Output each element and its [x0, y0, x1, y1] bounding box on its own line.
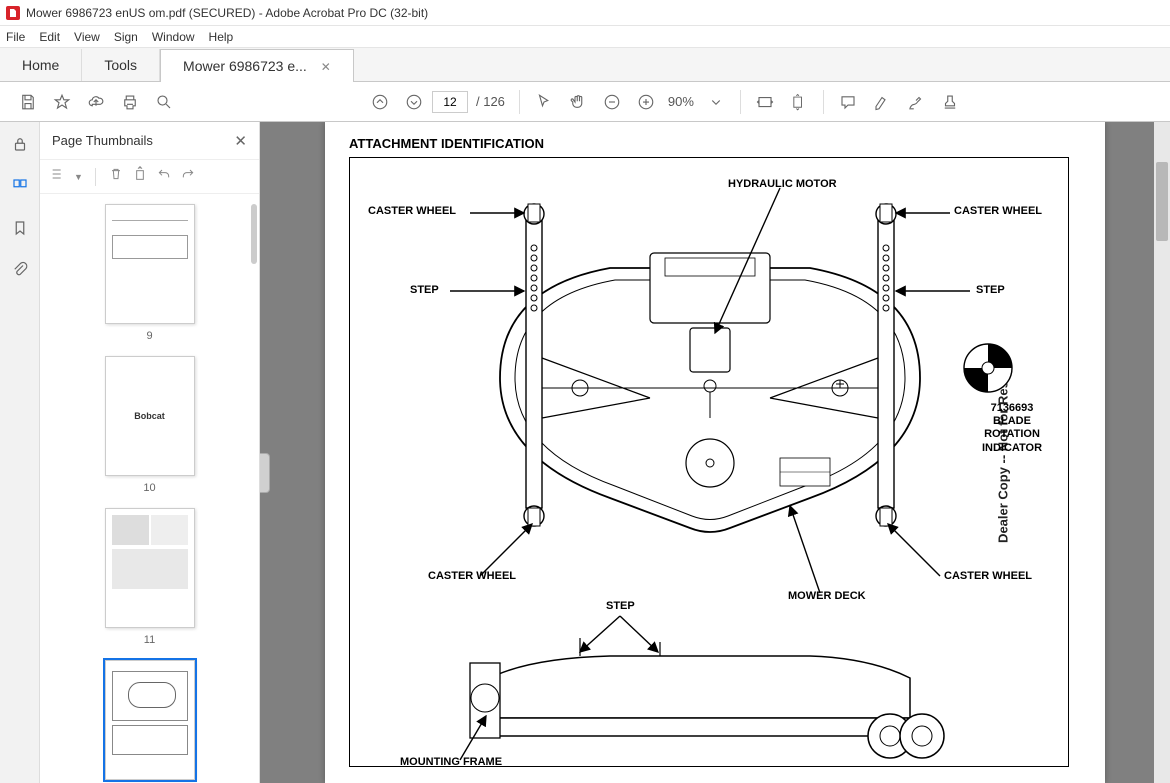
thumbnail-page-12[interactable]: 12: [40, 660, 259, 783]
label-hydraulic-motor: HYDRAULIC MOTOR: [728, 178, 837, 191]
panel-collapse-handle[interactable]: [260, 453, 270, 493]
stamp-icon[interactable]: [934, 86, 966, 118]
thumbnails-header: Page Thumbnails ✕: [40, 122, 259, 160]
page-down-icon[interactable]: [398, 86, 430, 118]
blade-indicator-line3: INDICATOR: [962, 442, 1062, 455]
label-step-right: STEP: [976, 284, 1005, 297]
toolbar-divider: [823, 90, 824, 114]
vertical-scrollbar[interactable]: [1154, 122, 1170, 783]
menu-sign[interactable]: Sign: [114, 30, 138, 44]
fit-page-icon[interactable]: [783, 86, 815, 118]
tab-home[interactable]: Home: [0, 49, 82, 81]
delete-page-icon[interactable]: [108, 166, 124, 187]
menu-view[interactable]: View: [74, 30, 100, 44]
window-title-text: Mower 6986723 enUS om.pdf (SECURED) - Ad…: [26, 6, 428, 20]
undo-icon[interactable]: [156, 166, 172, 187]
menu-help[interactable]: Help: [209, 30, 234, 44]
thumbnail-page-11[interactable]: 11: [40, 508, 259, 646]
lock-icon[interactable]: [8, 132, 32, 156]
document-viewport[interactable]: Dealer Copy -- Not for Resale ATTACHMENT…: [260, 122, 1170, 783]
close-panel-icon[interactable]: ✕: [234, 132, 247, 150]
label-step-left: STEP: [410, 284, 439, 297]
tabbar: Home Tools Mower 6986723 e... ✕: [0, 48, 1170, 82]
star-icon[interactable]: [46, 86, 78, 118]
attachment-icon[interactable]: [8, 258, 32, 282]
thumbnails-panel: Page Thumbnails ✕ ▼ 9 Bobcat 10 11: [40, 122, 260, 783]
thumbnails-list[interactable]: 9 Bobcat 10 11 12: [40, 194, 259, 783]
fit-width-icon[interactable]: [749, 86, 781, 118]
menu-edit[interactable]: Edit: [39, 30, 60, 44]
thumbnails-toolbar: ▼: [40, 160, 259, 194]
menu-window[interactable]: Window: [152, 30, 195, 44]
label-mounting-frame: MOUNTING FRAME: [400, 756, 502, 769]
cloud-icon[interactable]: [80, 86, 112, 118]
label-blade-indicator: 7136693 BLADE ROTATION INDICATOR: [962, 402, 1062, 455]
content-area: Page Thumbnails ✕ ▼ 9 Bobcat 10 11: [0, 122, 1170, 783]
close-icon[interactable]: ✕: [321, 60, 331, 74]
toolbar-divider: [519, 90, 520, 114]
left-navigation-rail: [0, 122, 40, 783]
sign-pen-icon[interactable]: [900, 86, 932, 118]
save-icon[interactable]: [12, 86, 44, 118]
bookmark-icon[interactable]: [8, 216, 32, 240]
label-step-side: STEP: [606, 600, 635, 613]
bobcat-logo-text: Bobcat: [134, 411, 165, 421]
pdf-file-icon: [6, 6, 20, 20]
chevron-down-icon[interactable]: ▼: [74, 172, 83, 182]
print-icon[interactable]: [114, 86, 146, 118]
thumbnails-options-icon[interactable]: [50, 166, 66, 187]
thumbnail-label: 9: [146, 330, 152, 342]
search-icon[interactable]: [148, 86, 180, 118]
tab-tools-label: Tools: [104, 57, 137, 73]
page-total-label: / 126: [476, 94, 505, 109]
comment-icon[interactable]: [832, 86, 864, 118]
section-heading: ATTACHMENT IDENTIFICATION: [349, 136, 1081, 151]
tab-document-label: Mower 6986723 e...: [183, 58, 307, 74]
label-caster-wheel-tl: CASTER WHEEL: [368, 205, 456, 218]
mower-side-view-diagram: [350, 608, 1070, 768]
thumbnail-label: 10: [143, 482, 155, 494]
thumbnails-title: Page Thumbnails: [52, 133, 153, 148]
window-titlebar: Mower 6986723 enUS om.pdf (SECURED) - Ad…: [0, 0, 1170, 26]
hand-pan-icon[interactable]: [562, 86, 594, 118]
toolbar-divider: [740, 90, 741, 114]
selection-cursor-icon[interactable]: [528, 86, 560, 118]
menubar: File Edit View Sign Window Help: [0, 26, 1170, 48]
label-mower-deck: MOWER DECK: [788, 590, 866, 603]
zoom-in-icon[interactable]: [630, 86, 662, 118]
tab-tools[interactable]: Tools: [82, 49, 160, 81]
blade-indicator-line2: ROTATION: [962, 428, 1062, 441]
mower-top-view-diagram: [350, 158, 1070, 598]
diagram-container: HYDRAULIC MOTOR CASTER WHEEL CASTER WHEE…: [349, 157, 1069, 767]
label-caster-wheel-br: CASTER WHEEL: [944, 570, 1032, 583]
highlight-icon[interactable]: [866, 86, 898, 118]
blade-indicator-line1: BLADE: [962, 415, 1062, 428]
tab-home-label: Home: [22, 57, 59, 73]
redo-icon[interactable]: [180, 166, 196, 187]
thumbnails-scrollbar[interactable]: [251, 204, 257, 264]
label-caster-wheel-bl: CASTER WHEEL: [428, 570, 516, 583]
zoom-dropdown-icon[interactable]: [700, 86, 732, 118]
blade-indicator-partno: 7136693: [962, 402, 1062, 415]
rotate-page-icon[interactable]: [132, 166, 148, 187]
scrollbar-thumb[interactable]: [1156, 162, 1168, 241]
label-caster-wheel-tr: CASTER WHEEL: [954, 205, 1042, 218]
tab-document[interactable]: Mower 6986723 e... ✕: [160, 49, 354, 82]
main-toolbar: / 126 90%: [0, 82, 1170, 122]
page-up-icon[interactable]: [364, 86, 396, 118]
thumbnails-icon[interactable]: [8, 174, 32, 198]
thumbnail-label: 11: [144, 634, 155, 646]
zoom-level-label: 90%: [668, 94, 694, 109]
thumbnail-page-9[interactable]: 9: [40, 204, 259, 342]
zoom-out-icon[interactable]: [596, 86, 628, 118]
thumbnail-page-10[interactable]: Bobcat 10: [40, 356, 259, 494]
pdf-page: Dealer Copy -- Not for Resale ATTACHMENT…: [325, 122, 1105, 783]
menu-file[interactable]: File: [6, 30, 25, 44]
page-number-input[interactable]: [432, 91, 468, 113]
